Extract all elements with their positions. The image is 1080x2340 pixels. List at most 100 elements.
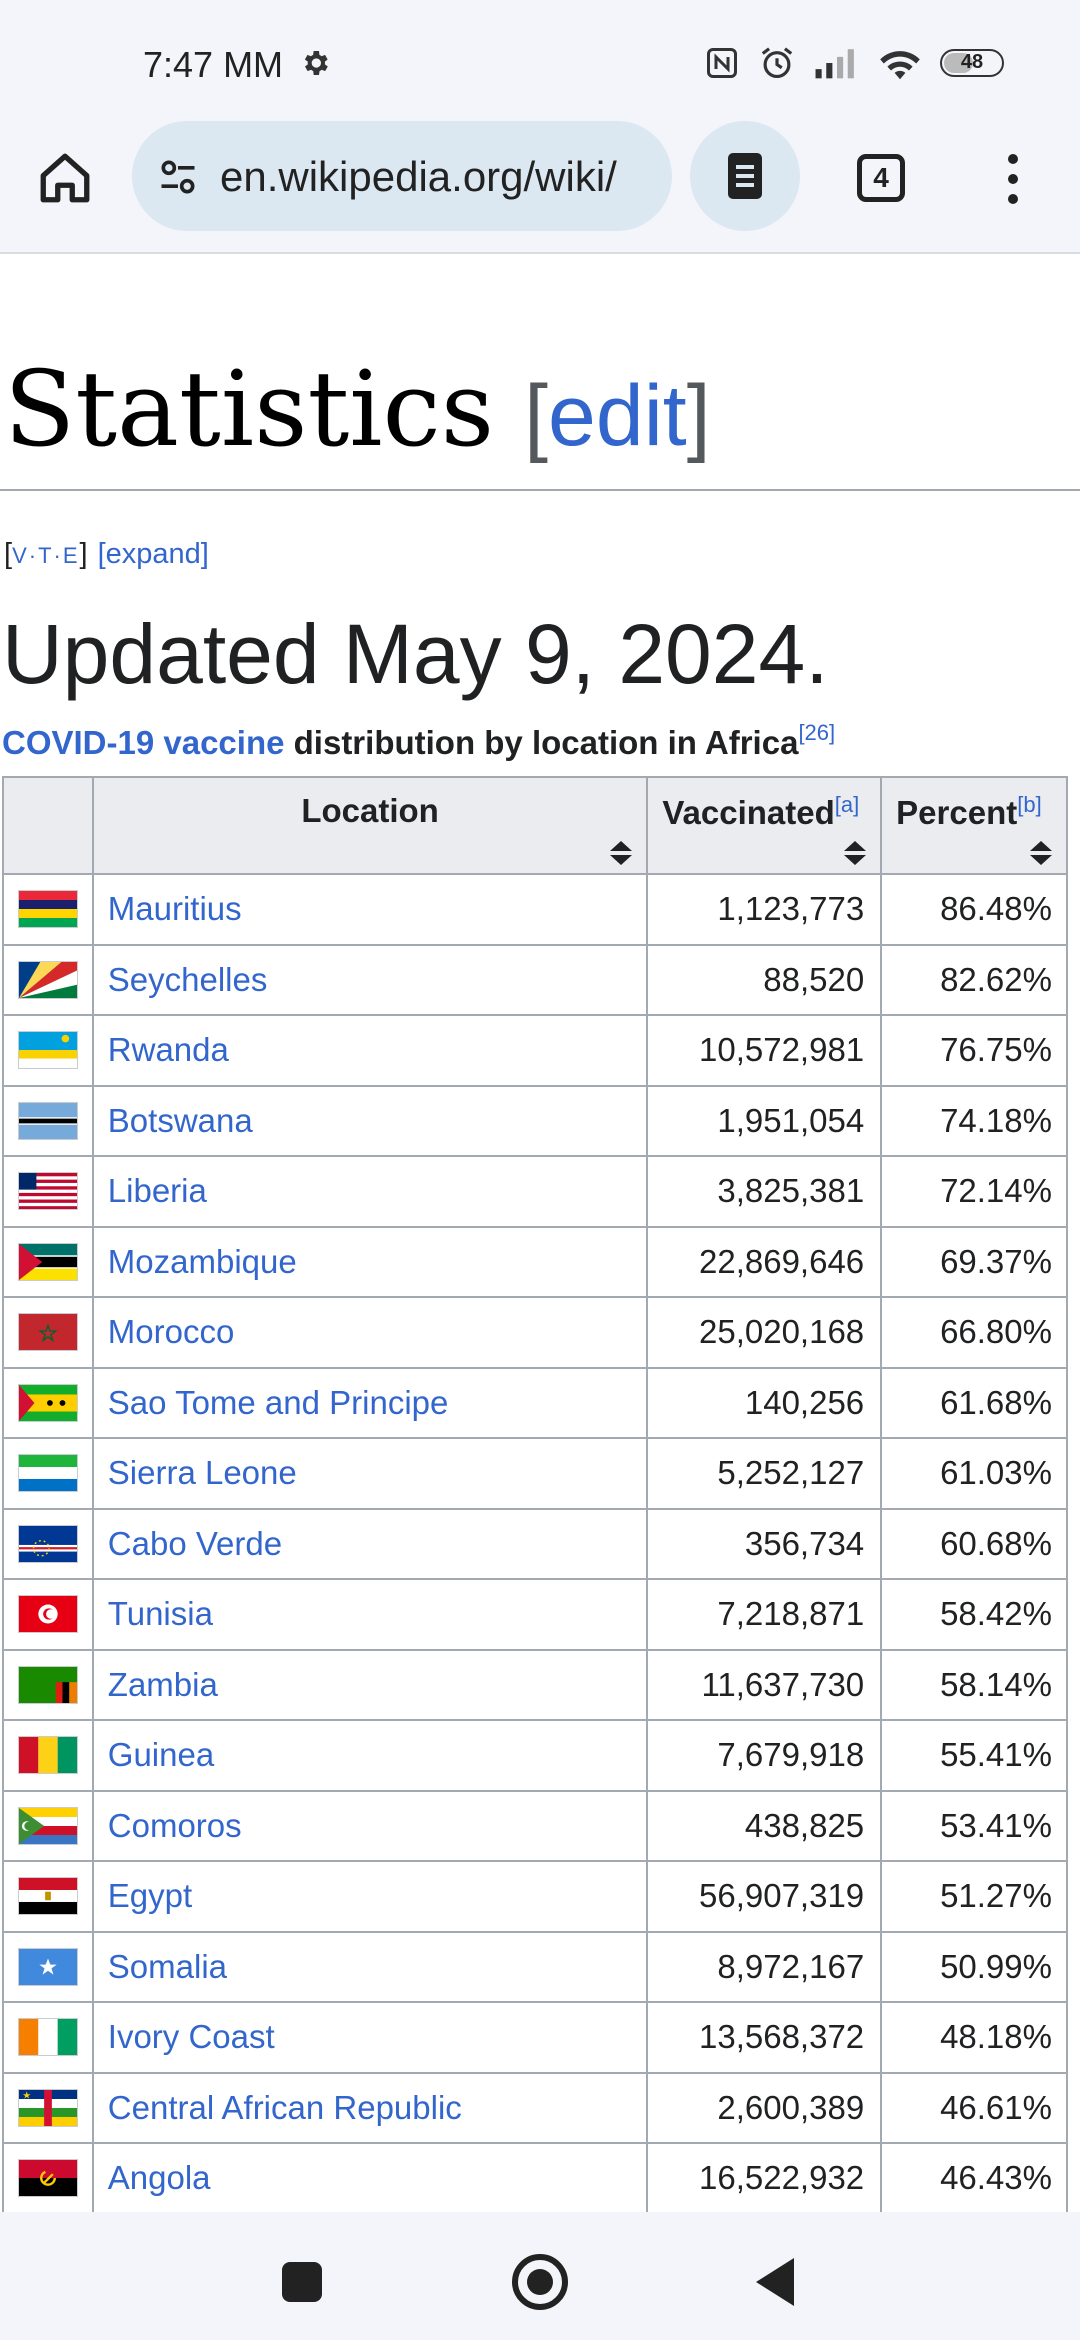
table-row: Sao Tome and Principe 140,256 61.68%: [2, 1366, 1068, 1439]
location-link[interactable]: Cabo Verde: [91, 1507, 649, 1580]
location-header[interactable]: Location: [91, 776, 649, 875]
flag-icon: [17, 1031, 78, 1070]
table-row: Rwanda 10,572,981 76.75%: [2, 1014, 1068, 1087]
location-link[interactable]: Central African Republic: [91, 2071, 649, 2144]
table-row: Mauritius 1,123,773 86.48%: [2, 873, 1068, 946]
table-row: Comoros 438,825 53.41%: [2, 1789, 1068, 1862]
talk-link[interactable]: T: [38, 543, 54, 568]
percent-value: 48.18%: [880, 2001, 1068, 2074]
caption-reference[interactable]: [26]: [798, 720, 836, 745]
vaccinated-value: 356,734: [646, 1507, 883, 1580]
alarm-icon: [761, 47, 793, 79]
edit-link[interactable]: edit: [548, 368, 687, 464]
caption-text: distribution by location in Africa: [284, 724, 799, 761]
flag-cell: [2, 1648, 94, 1721]
location-link[interactable]: Ivory Coast: [91, 2001, 649, 2074]
flag-icon: [17, 1595, 78, 1634]
location-link[interactable]: Comoros: [91, 1789, 649, 1862]
updated-date: Updated May 9, 2024.: [2, 607, 829, 701]
flag-cell: [2, 1860, 94, 1933]
address-bar[interactable]: en.wikipedia.org/wiki/: [132, 121, 672, 231]
flag-cell: [2, 1507, 94, 1580]
gear-icon: [304, 51, 328, 75]
signal-icon: [815, 49, 854, 79]
percent-value: 82.62%: [880, 943, 1068, 1016]
expand-link[interactable]: [expand]: [97, 538, 209, 570]
location-link[interactable]: Guinea: [91, 1719, 649, 1792]
battery-icon: 48: [940, 49, 1004, 77]
vaccinated-value: 2,600,389: [646, 2071, 883, 2144]
vaccinated-value: 8,972,167: [646, 1930, 883, 2003]
flag-cell: [2, 1225, 94, 1298]
location-link[interactable]: Liberia: [91, 1155, 649, 1228]
flag-cell: [2, 1578, 94, 1651]
sort-icon[interactable]: [844, 841, 867, 865]
home-icon[interactable]: [36, 149, 94, 207]
vaccinated-value: 5,252,127: [646, 1437, 883, 1510]
table-row: Guinea 7,679,918 55.41%: [2, 1719, 1068, 1792]
location-link[interactable]: Mauritius: [91, 873, 649, 946]
vaccinated-header[interactable]: Vaccinated[a]: [646, 776, 883, 875]
navbox-separator: ·: [28, 543, 39, 568]
location-link[interactable]: Morocco: [91, 1296, 649, 1369]
tabs-icon[interactable]: 4: [857, 154, 905, 202]
caption-link[interactable]: COVID-19 vaccine: [2, 724, 285, 761]
percent-value: 55.41%: [880, 1719, 1068, 1792]
location-link[interactable]: Sierra Leone: [91, 1437, 649, 1510]
flag-cell: [2, 1366, 94, 1439]
tune-icon[interactable]: [156, 155, 200, 199]
reader-mode-button[interactable]: [690, 121, 800, 231]
vaccinated-reference[interactable]: [a]: [834, 792, 860, 817]
percent-value: 66.80%: [880, 1296, 1068, 1369]
location-link[interactable]: Seychelles: [91, 943, 649, 1016]
table-row: Egypt 56,907,319 51.27%: [2, 1860, 1068, 1933]
percent-value: 76.75%: [880, 1014, 1068, 1087]
vaccinated-header-label: Vaccinated: [662, 794, 835, 831]
flag-header: [2, 776, 94, 875]
location-link[interactable]: Egypt: [91, 1860, 649, 1933]
percent-value: 60.68%: [880, 1507, 1068, 1580]
flag-icon: [17, 890, 78, 929]
section-heading: Statistics [edit]: [4, 348, 711, 470]
battery-level: 48: [960, 51, 984, 73]
vaccinated-value: 56,907,319: [646, 1860, 883, 1933]
location-link[interactable]: Rwanda: [91, 1014, 649, 1087]
location-link[interactable]: Zambia: [91, 1648, 649, 1721]
back-triangle-icon[interactable]: [756, 2258, 794, 2306]
vaccinated-value: 13,568,372: [646, 2001, 883, 2074]
url-text[interactable]: en.wikipedia.org/wiki/: [220, 153, 617, 200]
recents-square-icon[interactable]: [282, 2262, 322, 2302]
location-link[interactable]: Angola: [91, 2142, 649, 2212]
flag-cell: [2, 1789, 94, 1862]
location-link[interactable]: Mozambique: [91, 1225, 649, 1298]
percent-header[interactable]: Percent[b]: [880, 776, 1068, 875]
percent-value: 61.68%: [880, 1366, 1068, 1439]
edit-bracket-close: ]: [686, 368, 711, 464]
flag-icon: [17, 1172, 78, 1211]
sort-icon[interactable]: [1030, 841, 1052, 865]
location-link[interactable]: Sao Tome and Principe: [91, 1366, 649, 1439]
percent-reference[interactable]: [b]: [1017, 792, 1042, 817]
home-circle-icon[interactable]: [512, 2254, 568, 2310]
sort-icon[interactable]: [610, 841, 633, 865]
percent-value: 51.27%: [880, 1860, 1068, 1933]
navbox-separator: ·: [53, 543, 63, 568]
flag-cell: [2, 1930, 94, 2003]
location-link[interactable]: Botswana: [91, 1084, 649, 1157]
table-row: Sierra Leone 5,252,127 61.03%: [2, 1437, 1068, 1510]
flag-icon: [17, 2018, 78, 2057]
flag-cell: [2, 943, 94, 1016]
view-link[interactable]: V: [12, 543, 29, 568]
flag-icon: [17, 1242, 78, 1281]
location-link[interactable]: Tunisia: [91, 1578, 649, 1651]
flag-icon: [17, 1736, 78, 1775]
edit-section: [edit]: [524, 368, 710, 464]
more-vert-icon[interactable]: [998, 150, 1028, 206]
flag-icon: [17, 1383, 78, 1422]
percent-value: 69.37%: [880, 1225, 1068, 1298]
vaccinated-value: 438,825: [646, 1789, 883, 1862]
table-row: Central African Republic 2,600,389 46.61%: [2, 2071, 1068, 2144]
location-link[interactable]: Somalia: [91, 1930, 649, 2003]
navbox-bracket-close: ]: [79, 538, 88, 570]
edit-template-link[interactable]: E: [62, 543, 80, 568]
